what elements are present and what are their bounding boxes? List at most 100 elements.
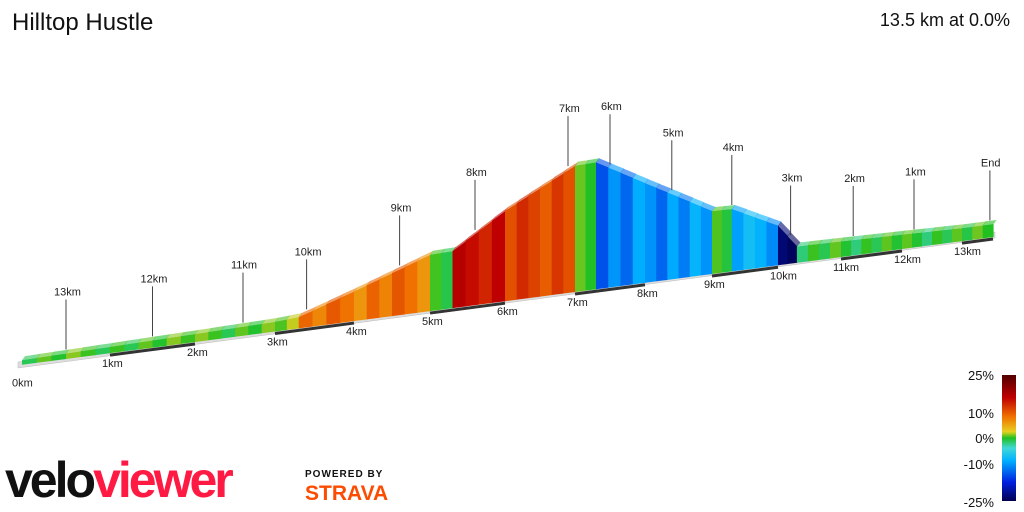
gradient-segment bbox=[235, 325, 249, 337]
gradient-segment bbox=[66, 351, 82, 359]
top-ribbon-segment bbox=[829, 237, 845, 243]
top-ribbon-segment bbox=[36, 351, 55, 358]
legend-label: -25% bbox=[963, 495, 994, 510]
top-ribbon-segment bbox=[124, 338, 142, 345]
front-km-label: 12km bbox=[894, 254, 921, 266]
top-ribbon-segment bbox=[430, 248, 445, 255]
top-ribbon-segment bbox=[326, 293, 344, 305]
gradient-segment bbox=[851, 239, 862, 256]
gradient-segment bbox=[326, 297, 341, 325]
gradient-segment bbox=[110, 344, 125, 354]
top-ribbon-segment bbox=[235, 321, 252, 328]
back-km-label: End bbox=[981, 157, 1001, 169]
gradient-segment bbox=[721, 209, 733, 273]
gradient-segment bbox=[563, 165, 576, 294]
gradient-segment bbox=[540, 180, 553, 297]
top-ribbon-segment bbox=[656, 183, 671, 193]
back-km-label: 6km bbox=[601, 101, 622, 113]
gradient-segment bbox=[796, 245, 809, 263]
powered-by-label: POWERED BY bbox=[305, 469, 384, 480]
back-km-label: 10km bbox=[295, 246, 322, 258]
top-ribbon-segment bbox=[392, 262, 409, 274]
gradient-segment bbox=[452, 241, 467, 309]
gradient-segment bbox=[871, 236, 883, 253]
back-km-label: 13km bbox=[54, 286, 81, 298]
gradient-segment bbox=[124, 342, 139, 352]
gradient-segment bbox=[754, 217, 768, 269]
km-band bbox=[711, 265, 779, 278]
top-ribbon-segment bbox=[778, 221, 792, 237]
gradient-segment bbox=[942, 229, 953, 244]
gradient-segment bbox=[22, 357, 38, 365]
top-ribbon-segment bbox=[286, 313, 303, 320]
top-ribbon-segment bbox=[505, 199, 521, 211]
gradient-segment bbox=[166, 336, 182, 346]
top-ribbon-segment bbox=[540, 176, 556, 189]
gradient-segment bbox=[952, 228, 963, 243]
gradient-segment bbox=[932, 230, 943, 246]
top-ribbon-segment bbox=[340, 287, 358, 298]
top-ribbon-segment bbox=[22, 353, 41, 361]
gradient-segment bbox=[312, 304, 327, 327]
gradient-segment bbox=[818, 242, 831, 260]
top-ribbon-segment bbox=[787, 232, 801, 247]
back-km-label: 9km bbox=[391, 202, 412, 214]
gradient-segment bbox=[152, 338, 168, 348]
gradient-segment bbox=[95, 346, 111, 356]
gradient-segment bbox=[261, 321, 276, 334]
km-band bbox=[274, 321, 355, 335]
legend-label: 10% bbox=[967, 406, 994, 421]
gradient-segment bbox=[731, 209, 744, 272]
top-ribbon-segment bbox=[248, 319, 266, 326]
gradient-segment bbox=[417, 254, 431, 313]
top-ribbon-segment bbox=[441, 247, 457, 253]
gradient-segment bbox=[743, 213, 756, 270]
front-km-label: 7km bbox=[567, 297, 588, 309]
top-ribbon-segment bbox=[667, 188, 683, 198]
top-ribbon-segment bbox=[620, 168, 637, 178]
top-ribbon-segment bbox=[298, 306, 317, 318]
top-ribbon-segment bbox=[551, 169, 567, 181]
front-km-label: 1km bbox=[102, 358, 123, 370]
legend-label: 0% bbox=[975, 431, 994, 446]
gradient-segment bbox=[712, 209, 723, 274]
top-ribbon-segment bbox=[465, 226, 483, 242]
front-km-label: 10km bbox=[770, 270, 797, 282]
gradient-segment bbox=[972, 225, 984, 240]
gradient-segment bbox=[551, 173, 564, 296]
top-ribbon-segment bbox=[379, 269, 396, 280]
gradient-segment bbox=[51, 353, 67, 361]
gradient-segment bbox=[516, 195, 529, 300]
gradient-segment bbox=[620, 172, 634, 287]
back-km-label: 5km bbox=[663, 127, 684, 139]
front-km-label: 0km bbox=[12, 378, 33, 390]
gradient-segment bbox=[787, 236, 798, 265]
back-km-label: 1km bbox=[905, 166, 926, 178]
gradient-segment bbox=[829, 241, 842, 259]
gradient-segment bbox=[645, 183, 657, 283]
gradient-legend-bar bbox=[1002, 375, 1016, 501]
gradient-segment bbox=[354, 285, 368, 322]
gradient-segment bbox=[379, 273, 393, 318]
front-km-label: 11km bbox=[833, 262, 859, 274]
front-km-label: 3km bbox=[267, 336, 288, 348]
top-ribbon-segment bbox=[796, 241, 812, 247]
gradient-segment bbox=[962, 226, 973, 242]
gradient-segment bbox=[667, 192, 680, 280]
route-summary: 13.5 km at 0.0% bbox=[879, 10, 1010, 30]
top-ribbon-segment bbox=[478, 216, 496, 231]
gradient-segment bbox=[700, 206, 713, 276]
top-ribbon-segment bbox=[491, 206, 509, 221]
back-km-label: 11km bbox=[231, 260, 257, 272]
top-ribbon-segment bbox=[731, 205, 747, 214]
route-title: Hilltop Hustle bbox=[12, 9, 154, 36]
gradient-segment bbox=[807, 243, 820, 262]
top-ribbon-segment bbox=[366, 275, 383, 286]
top-ribbon-segment bbox=[138, 336, 157, 343]
gradient-segment bbox=[632, 177, 646, 285]
veloviewer-logo[interactable]: veloviewer bbox=[5, 452, 234, 508]
strava-logo[interactable]: STRAVA bbox=[305, 482, 389, 505]
gradient-segment bbox=[689, 201, 702, 277]
top-ribbon-segment bbox=[312, 300, 330, 311]
top-ribbon-segment bbox=[195, 327, 212, 334]
